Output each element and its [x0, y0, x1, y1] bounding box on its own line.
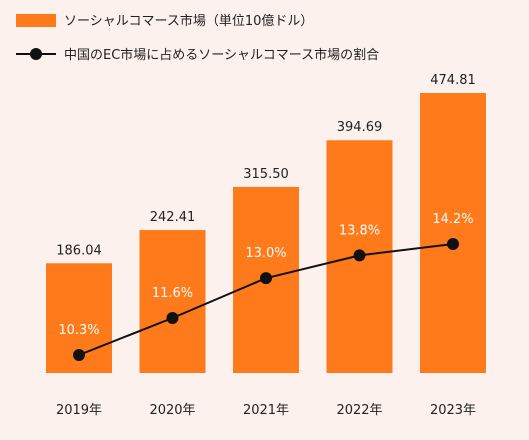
legend-line-marker: [30, 48, 42, 60]
x-tick-label: 2020年: [149, 403, 195, 418]
percentage-labels: 10.3% 11.6% 13.0% 13.8% 14.2%: [58, 212, 473, 338]
legend-bar-swatch: [16, 14, 56, 27]
x-tick-label: 2022年: [336, 403, 382, 418]
bars: [46, 93, 486, 373]
bar-value-label: 474.81: [430, 73, 476, 88]
bar-value-label: 394.69: [337, 120, 383, 135]
bar-value-label: 186.04: [56, 243, 102, 258]
line-point: [166, 312, 179, 324]
bar-value-label: 315.50: [243, 167, 289, 182]
x-tick-label: 2021年: [243, 403, 289, 418]
percentage-label: 13.8%: [339, 223, 380, 238]
line-point: [73, 349, 85, 361]
bar: [139, 230, 206, 373]
percentage-label: 10.3%: [58, 323, 99, 338]
bar-value-label: 242.41: [150, 210, 196, 225]
percentage-label: 14.2%: [432, 212, 473, 227]
x-tick-label: 2023年: [430, 403, 476, 418]
x-axis-ticks: 2019年 2020年 2021年 2022年 2023年: [56, 403, 476, 418]
line-point: [447, 238, 459, 250]
x-tick-label: 2019年: [56, 403, 102, 418]
percentage-label: 13.0%: [245, 246, 286, 261]
legend-line-label: 中国のEC市場に占めるソーシャルコマース市場の割合: [64, 47, 379, 63]
bar-value-labels: 186.04 242.41 315.50 394.69 474.81: [56, 73, 476, 258]
legend: ソーシャルコマース市場（単位10億ドル） 中国のEC市場に占めるソーシャルコマー…: [16, 13, 379, 63]
bar: [420, 93, 486, 373]
legend-bar-label: ソーシャルコマース市場（単位10億ドル）: [64, 13, 313, 29]
percentage-label: 11.6%: [152, 286, 193, 301]
line-point: [260, 272, 272, 285]
percentage-line: [73, 238, 459, 361]
line-point: [353, 249, 366, 262]
